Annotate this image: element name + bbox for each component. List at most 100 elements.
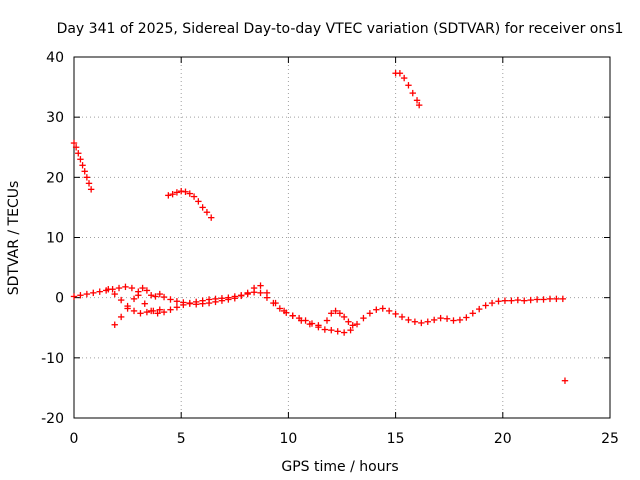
data-point — [152, 293, 159, 300]
data-point — [546, 295, 554, 303]
series-arc-mid-high — [165, 187, 215, 221]
data-point — [72, 144, 80, 151]
data-point — [169, 190, 176, 198]
data-point — [315, 322, 322, 329]
data-point — [147, 292, 155, 299]
data-point — [353, 320, 361, 328]
data-point — [328, 310, 335, 317]
data-point — [173, 298, 181, 305]
data-point — [366, 310, 374, 317]
y-axis-label: SDTVAR / TECUs — [6, 181, 22, 296]
data-point — [306, 320, 314, 328]
x-tick-label: 10 — [279, 431, 297, 447]
data-point — [508, 297, 515, 304]
data-point — [167, 306, 174, 313]
data-point — [456, 316, 464, 324]
x-axis-label: GPS time / hours — [281, 459, 398, 475]
data-point — [195, 198, 202, 205]
data-point — [117, 313, 125, 321]
data-point — [482, 302, 489, 309]
data-point — [405, 82, 412, 89]
data-point — [173, 189, 181, 196]
data-point — [87, 186, 95, 193]
data-point — [111, 290, 118, 298]
data-point — [190, 193, 198, 200]
data-point — [150, 307, 157, 315]
data-point — [437, 314, 444, 322]
data-point — [83, 174, 91, 181]
data-point — [409, 89, 416, 97]
data-point — [238, 292, 245, 300]
data-point — [167, 296, 174, 303]
data-point — [180, 299, 187, 306]
data-point — [553, 295, 560, 303]
data-point — [70, 293, 78, 300]
data-point — [495, 298, 502, 305]
data-point — [182, 188, 189, 195]
data-point — [430, 316, 438, 324]
y-tick-label: 30 — [46, 110, 64, 126]
data-point — [450, 317, 457, 324]
data-point — [257, 282, 264, 289]
data-point — [130, 295, 138, 303]
data-point — [111, 321, 118, 328]
data-point — [143, 308, 151, 316]
data-point — [347, 326, 354, 334]
series-arc-early-high — [70, 139, 95, 193]
data-point — [476, 305, 483, 313]
data-point — [411, 318, 419, 325]
data-point — [379, 305, 386, 312]
data-point — [81, 168, 88, 175]
data-point — [130, 307, 138, 315]
data-point — [96, 288, 103, 295]
data-point — [385, 307, 393, 315]
data-point — [90, 289, 97, 297]
series-crossing-loop — [105, 286, 163, 317]
data-point — [165, 192, 172, 199]
data-point — [321, 326, 329, 333]
x-tick-label: 15 — [387, 431, 405, 447]
x-tick-label: 0 — [70, 431, 79, 447]
data-point — [533, 296, 541, 303]
y-tick-label: 10 — [46, 231, 64, 247]
data-point — [559, 295, 567, 303]
data-point — [521, 297, 528, 304]
data-point — [280, 307, 288, 315]
data-point — [323, 317, 331, 324]
data-point — [334, 328, 341, 335]
data-point — [488, 299, 496, 307]
data-point — [139, 284, 146, 292]
y-tick-label: 20 — [46, 170, 64, 186]
data-point — [469, 310, 476, 317]
data-point — [373, 306, 380, 313]
x-tick-label: 25 — [601, 431, 619, 447]
x-tick-label: 5 — [177, 431, 186, 447]
data-point — [398, 313, 406, 321]
data-points — [70, 70, 569, 384]
data-point — [117, 296, 125, 304]
data-point — [156, 306, 163, 313]
data-point — [340, 329, 348, 336]
data-point — [124, 302, 131, 310]
data-point — [463, 314, 470, 321]
data-point — [225, 296, 232, 303]
data-point — [208, 214, 215, 221]
data-point — [527, 296, 534, 304]
data-point — [218, 297, 226, 304]
data-point — [105, 286, 112, 293]
data-point — [231, 295, 238, 302]
chart-title: Day 341 of 2025, Sidereal Day-to-day VTE… — [57, 21, 624, 37]
series-outlier — [561, 377, 569, 384]
series-arc-late-high — [392, 70, 423, 109]
data-point — [156, 290, 163, 298]
data-point — [336, 310, 344, 317]
data-point — [186, 300, 193, 307]
data-point — [561, 377, 569, 384]
data-point — [75, 150, 82, 157]
data-point — [203, 209, 211, 216]
data-point — [160, 308, 168, 316]
data-point — [272, 299, 279, 307]
data-point — [199, 204, 206, 211]
axis-ticks: 0 5 10 15 20 25 -20 -10 0 10 20 30 40 — [41, 50, 619, 447]
